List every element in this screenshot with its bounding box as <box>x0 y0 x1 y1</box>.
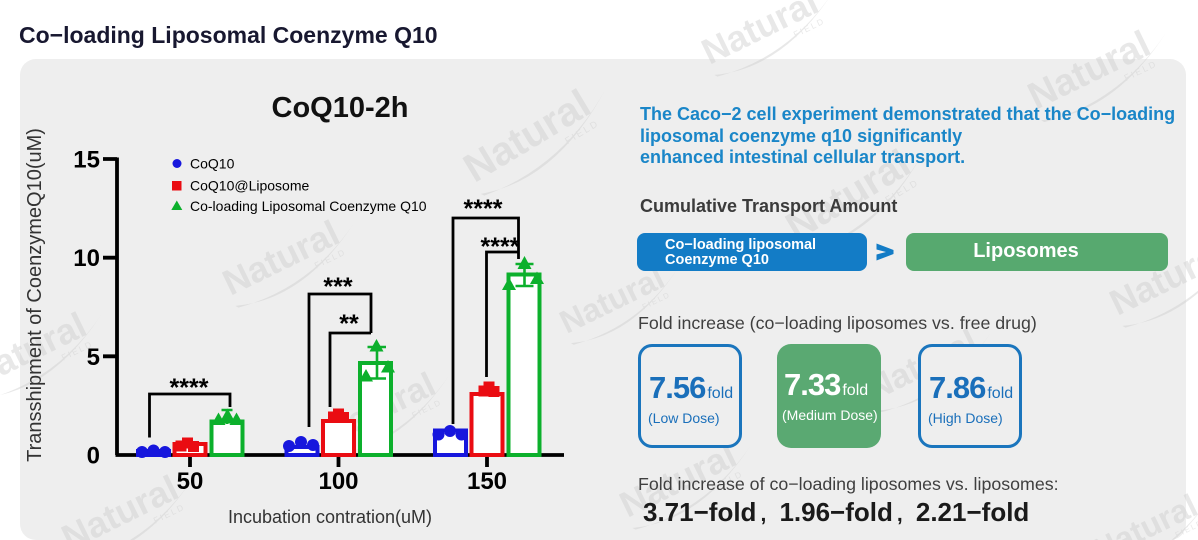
svg-text:Transshipment of CoenzymeQ10(u: Transshipment of CoenzymeQ10(uM) <box>24 128 46 462</box>
svg-text:CoQ10-2h: CoQ10-2h <box>272 92 409 124</box>
svg-text:15: 15 <box>73 147 100 174</box>
svg-text:100: 100 <box>318 468 358 495</box>
svg-text:0: 0 <box>87 443 100 470</box>
svg-text:150: 150 <box>467 468 507 495</box>
svg-text:***: *** <box>323 273 352 301</box>
svg-text:**: ** <box>339 310 359 338</box>
svg-text:****: **** <box>464 195 503 223</box>
svg-text:CoQ10@Liposome: CoQ10@Liposome <box>190 178 309 194</box>
svg-text:10: 10 <box>73 245 100 272</box>
svg-text:****: **** <box>170 374 209 402</box>
svg-text:5: 5 <box>87 344 100 371</box>
svg-text:Incubation contration(uM): Incubation contration(uM) <box>228 507 432 527</box>
svg-text:50: 50 <box>177 468 204 495</box>
svg-text:Co-loading Liposomal Coenzyme: Co-loading Liposomal Coenzyme Q10 <box>190 198 427 214</box>
svg-text:CoQ10: CoQ10 <box>190 156 235 172</box>
svg-text:Natural: Natural <box>55 467 184 540</box>
svg-text:****: **** <box>481 233 520 261</box>
